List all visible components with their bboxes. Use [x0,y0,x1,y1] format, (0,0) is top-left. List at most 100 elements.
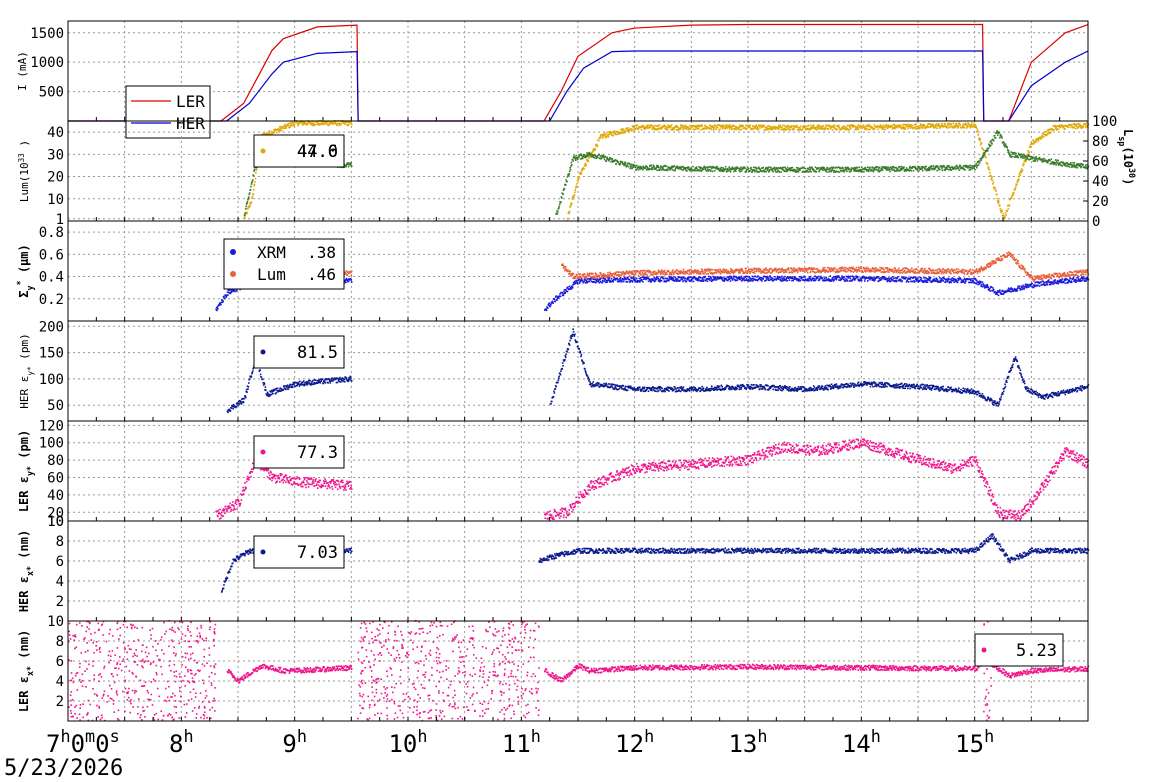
data-point [1002,212,1004,215]
data-point [966,165,969,168]
data-point [914,278,917,281]
data-point [1022,153,1024,156]
data-point [1061,278,1064,280]
data-point [562,189,565,191]
data-point [668,279,670,282]
data-point [701,167,703,169]
data-point [618,280,621,282]
data-point [1033,284,1036,287]
data-point [642,168,644,171]
data-point [755,279,758,281]
data-point [747,126,750,129]
data-point [568,285,571,288]
data-point [953,167,956,169]
data-point [277,128,280,130]
data-point [629,279,632,282]
data-point [661,165,663,168]
data-point [782,166,785,169]
data-point [1023,153,1025,156]
data-point [741,125,743,128]
data-point [631,279,633,282]
data-point [722,170,725,173]
data-point [895,124,897,127]
data-point [899,278,901,281]
data-point [1026,153,1029,156]
data-point [621,128,624,130]
data-point [803,124,805,127]
data-point [788,277,790,279]
data-point [626,128,629,131]
data-point [941,167,943,169]
data-point [771,128,774,130]
data-point [816,125,819,128]
data-point [1059,162,1061,165]
data-point [884,128,887,131]
data-point [728,277,730,279]
data-point [792,124,795,127]
data-point [799,169,801,172]
data-point [680,277,683,280]
data-point [910,169,913,172]
data-point [845,279,847,282]
data-point [814,279,817,282]
data-point [1040,281,1042,284]
data-point [857,170,860,173]
data-point [884,167,887,170]
data-point [1011,194,1014,196]
data-point [272,132,274,134]
data-point [889,277,892,280]
data-point [663,125,665,128]
data-point [1074,127,1077,130]
data-point [912,169,915,172]
data-point [975,282,978,285]
data-point [996,131,998,133]
data-point [714,125,717,127]
data-point [962,279,965,281]
data-point [913,276,915,279]
data-point [582,274,585,276]
data-point [877,166,879,168]
data-point [707,168,709,170]
data-point [660,276,662,279]
data-point [920,124,922,126]
data-point [860,279,863,282]
data-point [932,123,934,126]
data-point [1060,280,1062,282]
data-point [877,280,880,283]
data-point [277,129,279,131]
data-point [744,276,747,279]
data-point [966,125,968,128]
data-point [635,164,638,167]
data-point [685,127,687,130]
data-point [571,272,574,275]
data-point [804,171,806,173]
data-point [900,280,903,283]
data-point [1063,280,1065,283]
data-point [632,163,635,166]
data-point [595,275,598,278]
data-point [927,126,930,129]
data-point [682,165,684,168]
data-point [632,127,635,129]
data-point [661,126,664,129]
data-point [696,278,699,281]
data-point [573,281,575,284]
data-point [1039,137,1042,139]
data-point [578,282,581,284]
data-point [845,127,847,130]
data-point [945,166,948,169]
data-point [977,161,979,164]
data-point [687,129,690,131]
data-point [783,277,785,280]
data-point [921,166,924,169]
data-point [583,280,585,283]
data-point [1016,290,1019,292]
data-point [779,166,782,169]
data-point [307,121,310,123]
data-point [221,299,224,302]
data-point [629,165,632,167]
data-point [1066,162,1069,164]
data-point [710,167,713,170]
data-point [972,280,975,282]
data-point [1058,125,1060,128]
